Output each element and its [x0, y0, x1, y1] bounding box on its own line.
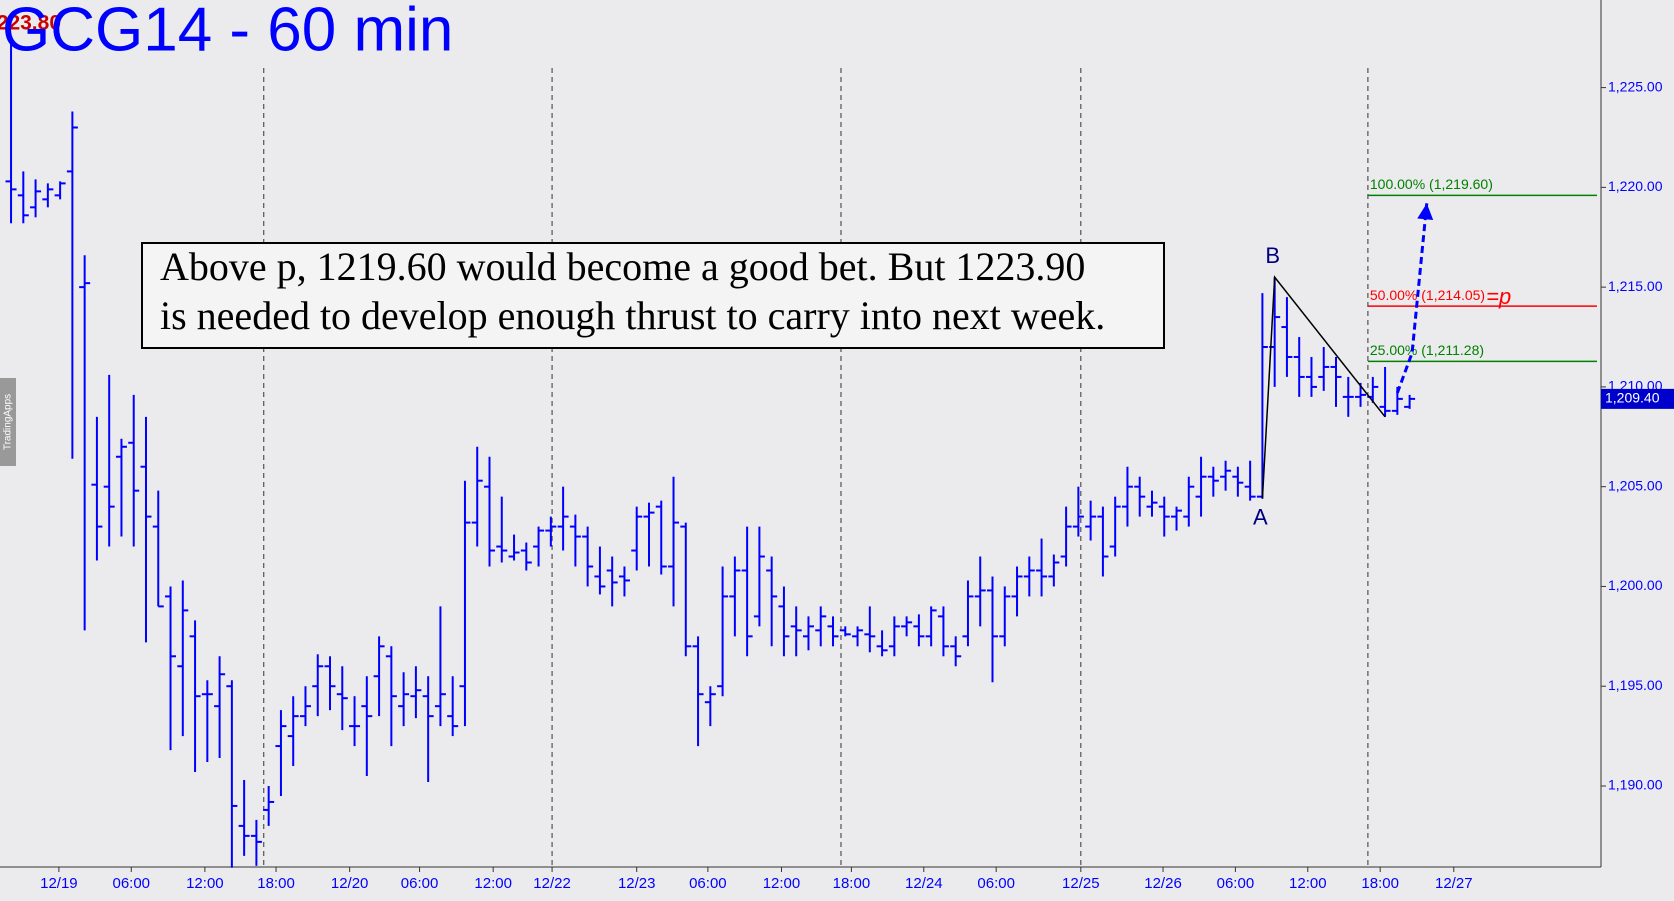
x-tick-label: 12/20 [331, 875, 369, 892]
high-label: 1223.80 [0, 11, 61, 34]
wave-label: A [1253, 504, 1268, 529]
wave-line [1261, 275, 1386, 499]
y-tick-label: 1,190.00 [1608, 777, 1663, 793]
y-tick-label: 1,225.00 [1608, 78, 1663, 94]
x-tick-label: 18:00 [833, 875, 871, 892]
y-tick-label: 1,205.00 [1608, 477, 1663, 493]
x-tick-label: 12:00 [1289, 875, 1327, 892]
sidebar-label: TradingApps [3, 394, 14, 450]
level-label: 25.00% (1,211.28) [1370, 342, 1484, 358]
x-tick-label: 12/23 [618, 875, 656, 892]
x-tick-label: 12:00 [474, 875, 512, 892]
sidebar-tab [0, 378, 16, 466]
x-tick-label: 12/19 [40, 875, 78, 892]
level-suffix: =p [1486, 284, 1511, 309]
y-tick-label: 1,200.00 [1608, 577, 1663, 593]
level-label: 100.00% (1,219.60) [1370, 176, 1493, 192]
x-tick-label: 06:00 [1217, 875, 1255, 892]
level-label: 50.00% (1,214.05) [1370, 287, 1485, 303]
last-price-box [1601, 388, 1674, 409]
x-tick-label: 12/26 [1144, 875, 1182, 892]
note-line: Above p, 1219.60 would become a good bet… [160, 244, 1085, 289]
x-tick-label: 12/22 [533, 875, 571, 892]
x-tick-label: 12:00 [763, 875, 801, 892]
last-price-label: 1,209.40 [1605, 390, 1660, 406]
y-tick-label: 1,215.00 [1608, 278, 1663, 294]
projection-arrowhead [1417, 203, 1434, 221]
x-tick-label: 18:00 [257, 875, 295, 892]
x-tick-label: 12:00 [186, 875, 224, 892]
wave-label: B [1265, 243, 1280, 268]
x-tick-label: 06:00 [977, 875, 1015, 892]
x-tick-label: 12/24 [905, 875, 943, 892]
projection-line [1395, 203, 1429, 394]
plot-area [0, 0, 1601, 867]
marks: 1,190.001,195.001,200.001,205.001,210.00… [0, 11, 1674, 892]
y-tick-label: 1,195.00 [1608, 677, 1663, 693]
x-tick-label: 06:00 [689, 875, 727, 892]
x-tick-label: 12/25 [1062, 875, 1100, 892]
chart-title: GCG14 - 60 min [2, 0, 453, 64]
x-tick-label: 06:00 [401, 875, 439, 892]
x-tick-label: 12/27 [1435, 875, 1473, 892]
y-tick-label: 1,220.00 [1608, 178, 1663, 194]
x-tick-label: 18:00 [1361, 875, 1399, 892]
note-line: is needed to develop enough thrust to ca… [160, 293, 1105, 338]
note-box [141, 242, 1165, 349]
x-tick-label: 06:00 [112, 875, 150, 892]
